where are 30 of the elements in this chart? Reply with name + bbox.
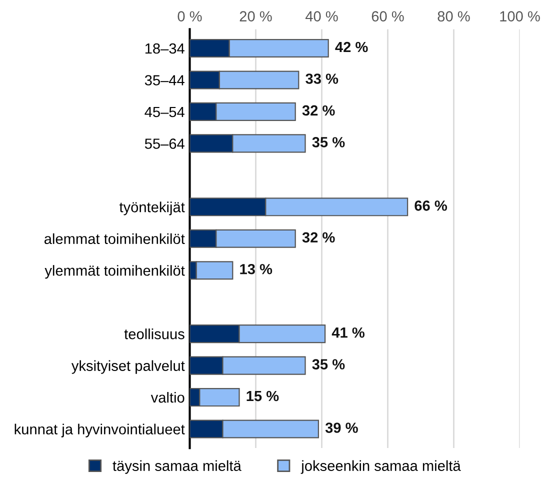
legend-label: täysin samaa mieltä bbox=[112, 460, 242, 474]
total-label: 35 % bbox=[312, 359, 345, 370]
legend-label: jokseenkin samaa mieltä bbox=[300, 460, 461, 474]
y-tick-label: 55–64 bbox=[144, 138, 184, 149]
total-label: 42 % bbox=[335, 42, 368, 52]
total-label: 35 % bbox=[312, 137, 345, 148]
y-tick-label: teollisuus bbox=[124, 328, 184, 340]
x-tick-label: 80 % bbox=[438, 11, 470, 22]
y-tick-label: ylemmät toimihenkilöt bbox=[44, 265, 185, 279]
total-label: 39 % bbox=[325, 422, 358, 433]
y-tick-label: yksityiset palvelut bbox=[71, 360, 185, 374]
y-tick-label: kunnat ja hyvinvointialueet bbox=[14, 424, 185, 438]
y-tick-label: 35–44 bbox=[144, 75, 184, 86]
y-tick-label: työntekijät bbox=[119, 202, 185, 216]
y-tick-label: valtio bbox=[150, 392, 184, 403]
total-label: 15 % bbox=[246, 390, 279, 402]
total-label: 33 % bbox=[306, 74, 338, 84]
total-label: 32 % bbox=[302, 232, 335, 243]
total-label: 41 % bbox=[332, 327, 365, 338]
x-tick-label: 40 % bbox=[305, 11, 338, 22]
x-tick-label: 20 % bbox=[240, 11, 272, 22]
x-tick-label: 0 % bbox=[178, 11, 202, 22]
y-tick-label: alemmat toimihenkilöt bbox=[44, 233, 185, 244]
total-label: 66 % bbox=[414, 200, 448, 211]
total-label: 13 % bbox=[240, 264, 272, 274]
y-tick-label: 45–54 bbox=[144, 106, 184, 118]
x-tick-label: 100 % bbox=[500, 11, 540, 22]
total-label: 32 % bbox=[302, 105, 335, 116]
x-tick-label: 60 % bbox=[372, 11, 404, 22]
y-tick-label: 18–34 bbox=[145, 43, 184, 54]
